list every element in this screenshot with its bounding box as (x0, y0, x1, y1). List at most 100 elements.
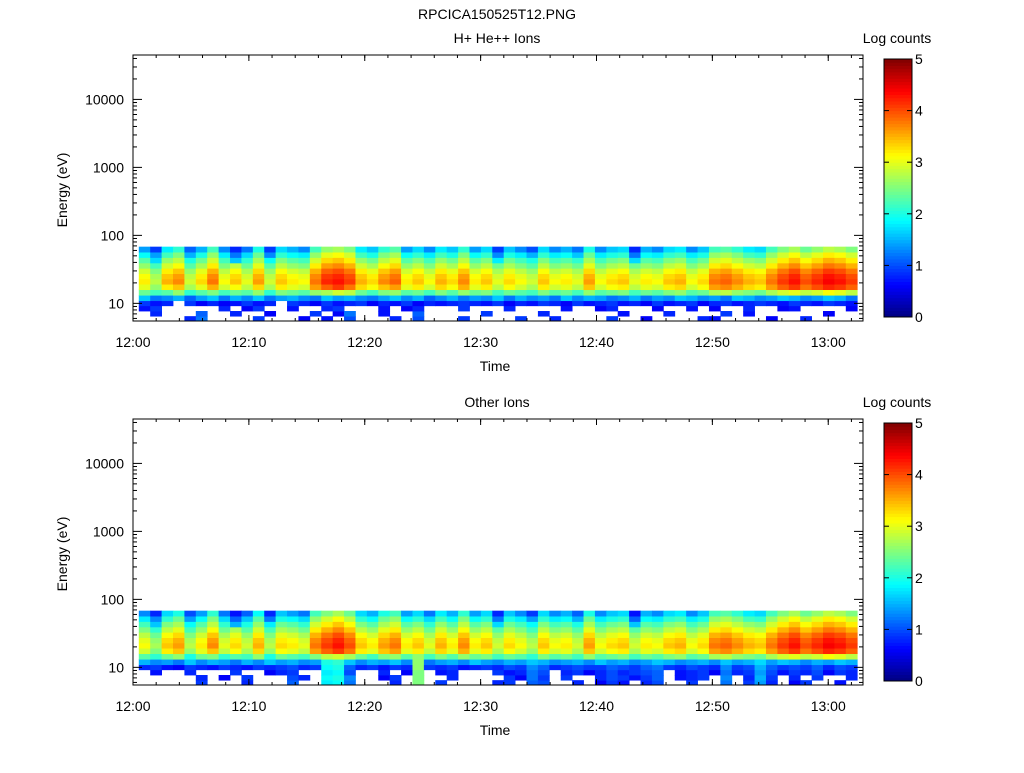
spectrogram-cell (435, 621, 448, 628)
spectrogram-cell (252, 642, 265, 649)
spectrogram-cell (492, 680, 505, 686)
spectrogram-cell (686, 295, 698, 302)
spectrogram-cell (594, 246, 607, 253)
spectrogram-cell (458, 305, 470, 312)
spectrogram-cell (378, 642, 391, 649)
spectrogram-cell (629, 273, 641, 280)
spectrogram-cell (823, 289, 835, 296)
spectrogram-cell (321, 246, 334, 253)
spectrogram-cell (503, 246, 516, 253)
spectrogram-cell (663, 664, 676, 671)
spectrogram-cell (720, 659, 733, 666)
spectrogram-cell (674, 284, 687, 291)
spectrogram-cell (401, 626, 413, 633)
spectrogram-cell (184, 653, 197, 660)
spectrogram-cell (435, 300, 448, 307)
spectrogram-cell (549, 300, 562, 307)
spectrogram-cell (241, 246, 254, 253)
spectrogram-cell (207, 289, 220, 296)
colorbar-segment (884, 526, 912, 530)
colorbar-segment (884, 484, 912, 488)
spectrogram-cell (309, 284, 322, 291)
spectrogram-cell (458, 316, 470, 322)
spectrogram-cell (412, 642, 425, 649)
spectrogram-cell (321, 621, 334, 628)
spectrogram-cell (446, 252, 459, 258)
spectrogram-cell (435, 278, 448, 285)
spectrogram-cell (765, 268, 778, 274)
colorbar-segment (884, 477, 912, 482)
spectrogram-cell (355, 642, 368, 649)
spectrogram-cell (606, 626, 619, 633)
spectrogram-cell (743, 289, 755, 296)
spectrogram-cell (355, 632, 368, 638)
spectrogram-cell (583, 246, 596, 253)
spectrogram-cell (549, 262, 562, 269)
spectrogram-cell (207, 246, 220, 253)
spectrogram-cell (629, 300, 641, 307)
spectrogram-cell (321, 252, 334, 258)
spectrogram-cell (823, 653, 835, 660)
spectrogram-cell (332, 680, 345, 686)
spectrogram-cell (572, 289, 584, 296)
spectrogram-cell (811, 300, 824, 307)
spectrogram-cell (138, 648, 151, 655)
spectrogram-cell (560, 648, 573, 655)
spectrogram-cell (526, 621, 539, 628)
spectrogram-cell (594, 637, 607, 644)
spectrogram-cell (629, 632, 641, 638)
spectrogram-cell (686, 675, 698, 681)
colorbar-segment (884, 59, 912, 63)
spectrogram-cell (321, 659, 334, 666)
spectrogram-cell (344, 680, 356, 686)
spectrogram-cell (663, 648, 676, 655)
x-tick-label: 12:20 (347, 334, 382, 350)
colorbar-segment (884, 71, 912, 76)
spectrogram-cell (560, 621, 573, 628)
spectrogram-cell (640, 642, 653, 649)
colorbar-segment (884, 600, 912, 605)
spectrogram-cell (708, 300, 721, 307)
spectrogram-cell (332, 675, 345, 681)
spectrogram-cell (651, 300, 664, 307)
colorbar-segment (884, 571, 912, 576)
colorbar-segment (884, 91, 912, 95)
spectrogram-cell (788, 278, 801, 285)
spectrogram-cell (287, 616, 299, 622)
spectrogram-cell (743, 664, 755, 671)
spectrogram-cell (378, 669, 391, 676)
spectrogram-cell (332, 246, 345, 253)
spectrogram-cell (572, 268, 584, 274)
spectrogram-cell (366, 653, 379, 660)
panel-other-ions: Other Ions 12:00 12:10 12:20 12:30 12:40 12:5… (54, 394, 931, 738)
spectrogram-cells (138, 610, 858, 686)
colorbar-segment (884, 81, 912, 86)
spectrogram-cell (252, 316, 265, 322)
spectrogram-cell (743, 252, 755, 258)
spectrogram-cell (298, 273, 311, 280)
spectrogram-cell (663, 295, 676, 302)
spectrogram-cell (560, 305, 573, 312)
colorbar-segment (884, 622, 912, 627)
spectrogram-cell (845, 610, 858, 617)
spectrogram-cell (264, 257, 277, 264)
spectrogram-cell (275, 273, 288, 280)
colorbar-segment (884, 597, 912, 601)
spectrogram-cell (572, 300, 584, 307)
spectrogram-cell (366, 252, 379, 258)
spectrogram-cell (549, 246, 562, 253)
colorbar-segment (884, 104, 912, 108)
spectrogram-cell (492, 252, 505, 258)
spectrogram-cell (264, 278, 277, 285)
spectrogram-cell (708, 252, 721, 258)
spectrogram-cell (788, 653, 801, 660)
spectrogram-cell (287, 626, 299, 633)
spectrogram-cell (629, 268, 641, 274)
spectrogram-cell (150, 642, 162, 649)
spectrogram-cell (184, 273, 197, 280)
spectrogram-cell (218, 300, 231, 307)
spectrogram-cell (138, 637, 151, 644)
spectrogram-cell (583, 642, 596, 649)
spectrogram-cell (845, 664, 858, 671)
spectrogram-cell (834, 680, 847, 686)
